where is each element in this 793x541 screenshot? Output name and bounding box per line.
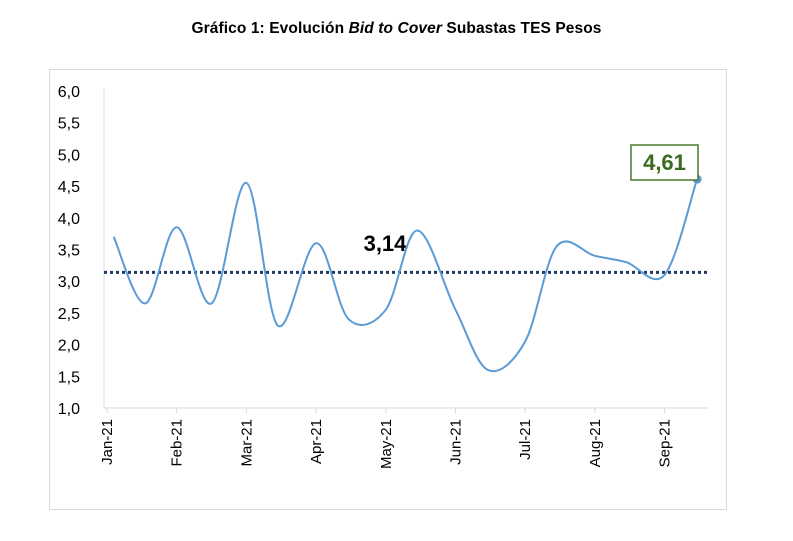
bid-to-cover-series-line (112, 178, 699, 373)
chart-frame (49, 69, 727, 510)
last-value-label-box (630, 144, 699, 181)
x-tick-label: Jun-21 (448, 419, 465, 465)
average-value-label: 3,14 (364, 231, 408, 256)
y-tick-label: 3,0 (58, 274, 80, 291)
y-tick-label: 1,5 (58, 369, 80, 386)
chart-title-suffix: Subastas TES Pesos (441, 20, 602, 37)
x-tick-label: Mar-21 (238, 419, 255, 467)
x-tick-label: Jul-21 (517, 419, 534, 460)
y-tick-label: 5,0 (58, 147, 80, 164)
y-tick-label: 4,5 (58, 179, 80, 196)
y-tick-label: 6,0 (58, 84, 80, 101)
chart-title-prefix: Gráfico 1: Evolución (191, 20, 349, 37)
x-tick-label: Jan-21 (99, 419, 116, 465)
chart-title-emphasis: Bid to Cover (348, 20, 442, 37)
chart-title: Gráfico 1: Evolución Bid to Cover Subast… (0, 20, 793, 38)
y-tick-label: 2,0 (58, 338, 80, 355)
x-tick-label: Aug-21 (587, 419, 604, 467)
x-tick-label: Feb-21 (169, 419, 186, 467)
y-tick-label: 1,0 (58, 401, 80, 418)
y-tick-label: 4,0 (58, 211, 80, 228)
last-value-label: 4,61 (643, 150, 686, 175)
x-tick-label: May-21 (378, 419, 395, 469)
y-tick-label: 5,5 (58, 116, 80, 133)
y-tick-label: 2,5 (58, 306, 80, 323)
y-tick-label: 3,5 (58, 243, 80, 260)
x-tick-label: Sep-21 (657, 419, 674, 467)
x-tick-label: Apr-21 (308, 419, 325, 464)
